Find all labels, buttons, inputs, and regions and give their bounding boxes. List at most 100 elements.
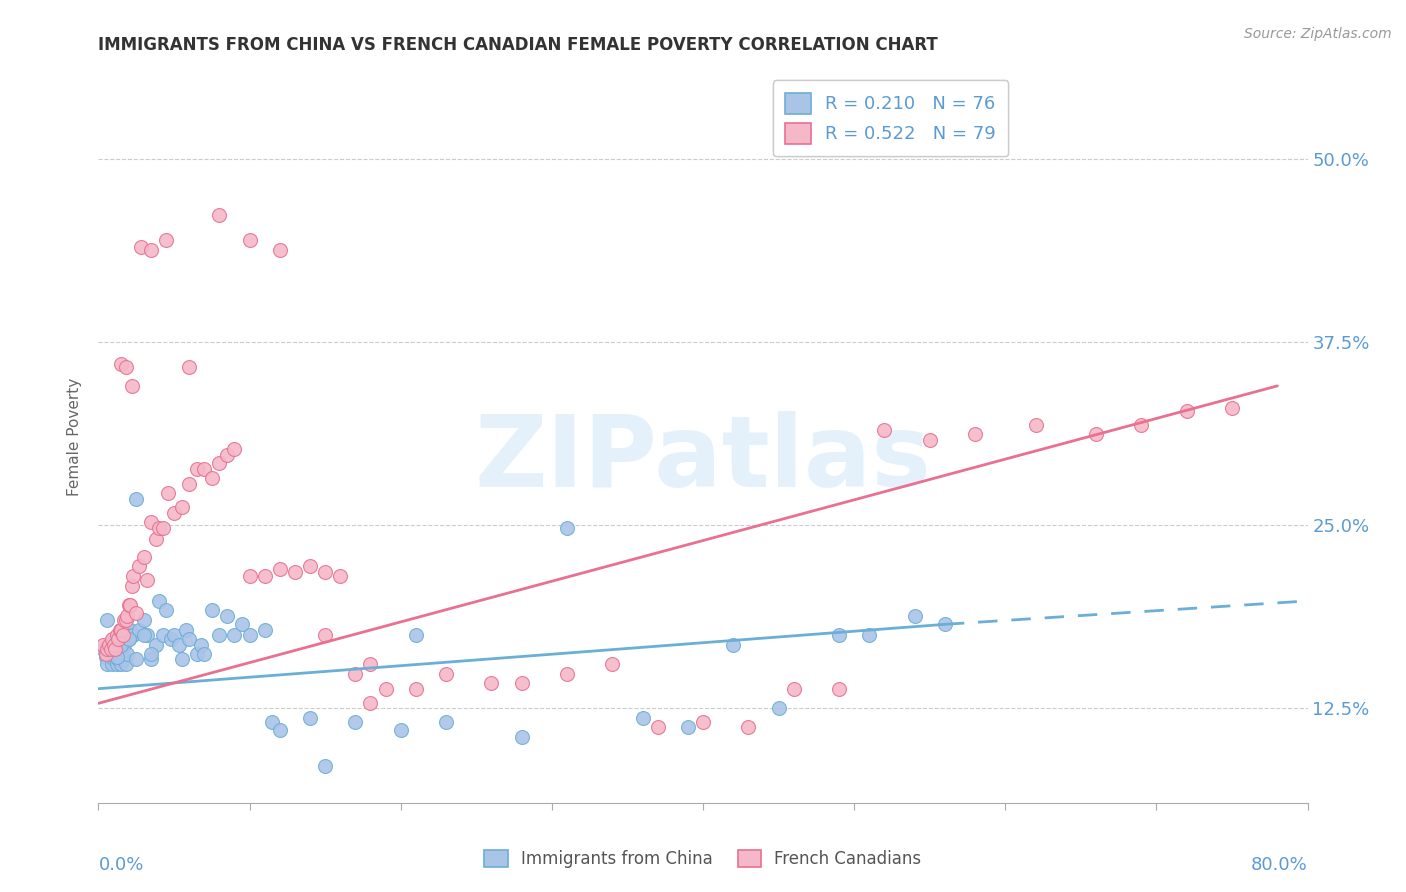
- Point: [108, 623, 131, 637]
- Point: [155, 233, 177, 247]
- Point: [510, 730, 533, 744]
- Point: [104, 642, 127, 657]
- Point: [692, 715, 714, 730]
- Point: [105, 657, 128, 671]
- Point: [1085, 427, 1108, 442]
- Point: [94, 649, 117, 664]
- Y-axis label: Female Poverty: Female Poverty: [67, 378, 83, 496]
- Point: [179, 632, 201, 646]
- Point: [107, 632, 129, 646]
- Point: [193, 462, 215, 476]
- Point: [94, 647, 117, 661]
- Point: [231, 617, 253, 632]
- Point: [105, 649, 128, 664]
- Text: ZIPatlas: ZIPatlas: [475, 410, 931, 508]
- Point: [121, 379, 143, 393]
- Point: [873, 423, 896, 437]
- Point: [115, 647, 138, 661]
- Legend: R = 0.210   N = 76, R = 0.522   N = 79: R = 0.210 N = 76, R = 0.522 N = 79: [773, 80, 1008, 156]
- Point: [269, 243, 291, 257]
- Point: [114, 359, 136, 374]
- Point: [1220, 401, 1243, 415]
- Point: [1175, 403, 1198, 417]
- Point: [314, 759, 336, 773]
- Point: [193, 647, 215, 661]
- Point: [828, 627, 851, 641]
- Point: [122, 627, 145, 641]
- Point: [101, 632, 124, 646]
- Point: [91, 638, 114, 652]
- Point: [132, 549, 155, 564]
- Point: [224, 442, 246, 456]
- Point: [122, 569, 145, 583]
- Point: [152, 627, 174, 641]
- Point: [118, 632, 141, 646]
- Point: [100, 635, 122, 649]
- Point: [344, 667, 367, 681]
- Point: [114, 657, 136, 671]
- Point: [128, 558, 150, 573]
- Point: [1024, 418, 1046, 433]
- Point: [112, 638, 135, 652]
- Point: [934, 617, 956, 632]
- Point: [174, 623, 197, 637]
- Point: [148, 521, 170, 535]
- Point: [723, 638, 745, 652]
- Point: [103, 638, 125, 652]
- Point: [344, 715, 367, 730]
- Point: [103, 642, 125, 657]
- Point: [434, 715, 457, 730]
- Point: [104, 649, 127, 664]
- Point: [96, 657, 118, 671]
- Point: [105, 647, 128, 661]
- Point: [163, 627, 186, 641]
- Point: [98, 638, 121, 652]
- Point: [118, 632, 141, 646]
- Point: [299, 558, 322, 573]
- Point: [148, 594, 170, 608]
- Point: [737, 720, 759, 734]
- Point: [108, 642, 131, 657]
- Point: [374, 681, 396, 696]
- Point: [208, 208, 231, 222]
- Point: [128, 623, 150, 637]
- Text: 80.0%: 80.0%: [1251, 856, 1308, 874]
- Point: [239, 569, 262, 583]
- Point: [170, 652, 193, 666]
- Point: [828, 681, 851, 696]
- Point: [201, 603, 224, 617]
- Point: [201, 471, 224, 485]
- Point: [145, 638, 167, 652]
- Point: [269, 562, 291, 576]
- Point: [481, 676, 503, 690]
- Point: [160, 632, 183, 646]
- Point: [132, 613, 155, 627]
- Point: [152, 521, 174, 535]
- Point: [224, 627, 246, 641]
- Point: [110, 357, 132, 371]
- Point: [100, 649, 122, 664]
- Point: [141, 243, 163, 257]
- Point: [105, 627, 128, 641]
- Point: [676, 720, 699, 734]
- Point: [111, 627, 134, 641]
- Point: [239, 627, 262, 641]
- Point: [155, 603, 177, 617]
- Point: [314, 565, 336, 579]
- Point: [96, 613, 118, 627]
- Point: [904, 608, 927, 623]
- Point: [253, 623, 276, 637]
- Point: [179, 476, 201, 491]
- Point: [186, 462, 208, 476]
- Point: [434, 667, 457, 681]
- Point: [918, 433, 941, 447]
- Point: [101, 657, 124, 671]
- Point: [111, 652, 134, 666]
- Legend: Immigrants from China, French Canadians: Immigrants from China, French Canadians: [478, 843, 928, 875]
- Point: [156, 485, 179, 500]
- Point: [555, 667, 578, 681]
- Point: [389, 723, 412, 737]
- Point: [115, 608, 138, 623]
- Point: [125, 606, 148, 620]
- Point: [405, 627, 427, 641]
